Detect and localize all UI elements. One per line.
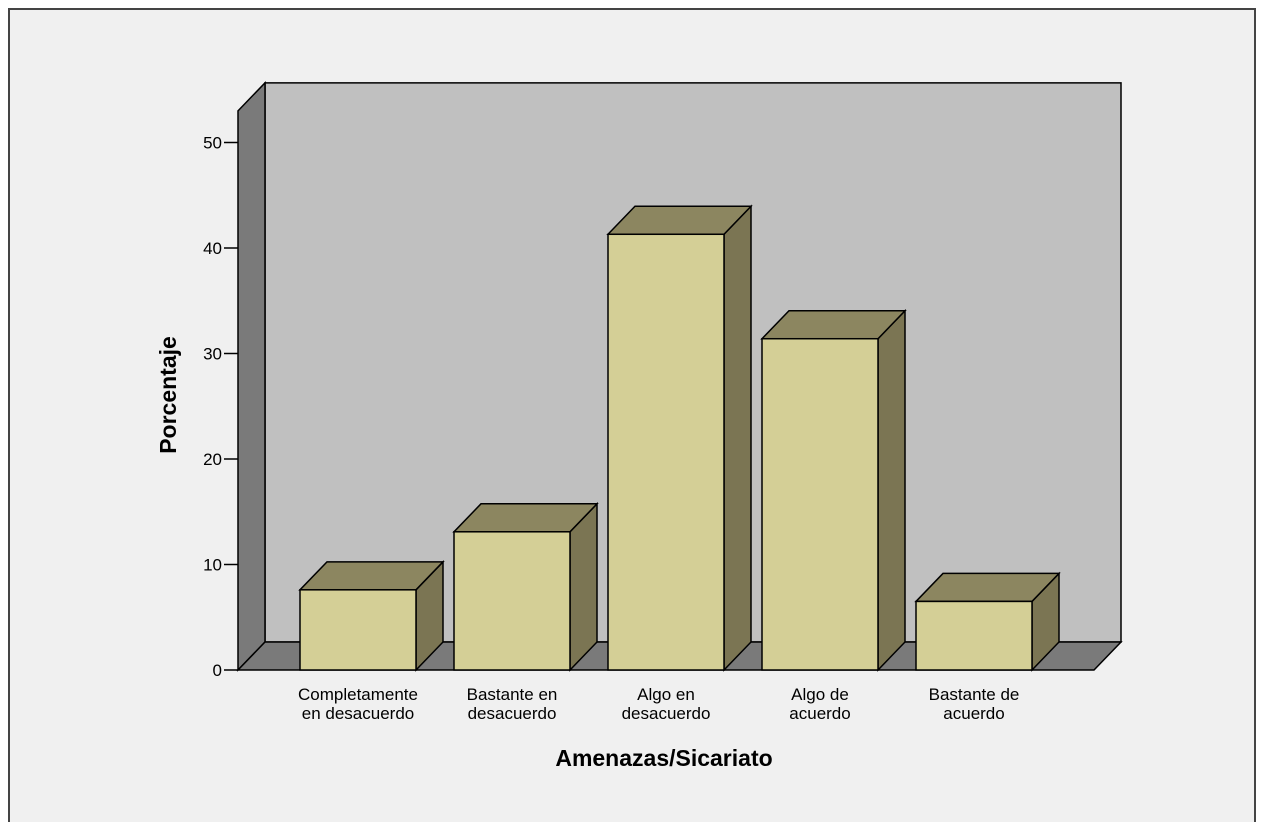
bar bbox=[452, 501, 599, 672]
y-tick-label: 20 bbox=[203, 450, 222, 469]
y-tick-label: 30 bbox=[203, 345, 222, 364]
bar-front bbox=[299, 589, 417, 671]
x-category-label: Algo en desacuerdo bbox=[622, 685, 711, 723]
y-tick-label: 10 bbox=[203, 556, 222, 575]
y-tick-label: 40 bbox=[203, 239, 222, 258]
x-category-label-line: acuerdo bbox=[943, 704, 1004, 723]
x-category-label: Bastante de acuerdo bbox=[929, 685, 1020, 723]
x-category-label-line: Algo de bbox=[791, 685, 849, 704]
bar-front bbox=[915, 600, 1033, 671]
bar bbox=[914, 571, 1061, 672]
x-category-label-line: Bastante de bbox=[929, 685, 1020, 704]
x-category-label: Bastante en desacuerdo bbox=[467, 685, 558, 723]
x-category-label-line: en desacuerdo bbox=[302, 704, 414, 723]
bar-front bbox=[761, 337, 879, 671]
bar bbox=[606, 204, 753, 672]
x-category-label-line: Completamente bbox=[298, 685, 418, 704]
x-category-label: Completamente en desacuerdo bbox=[298, 685, 418, 723]
y-axis: 0 10 20 30 40 50 bbox=[203, 134, 238, 680]
bar-front bbox=[453, 531, 571, 671]
bars-group bbox=[298, 204, 1061, 672]
side-wall bbox=[237, 80, 266, 672]
x-category-label: Algo de acuerdo bbox=[789, 685, 850, 723]
bar-side bbox=[569, 501, 598, 672]
bar bbox=[760, 308, 907, 672]
x-category-label-line: desacuerdo bbox=[468, 704, 557, 723]
bar bbox=[298, 559, 445, 672]
x-category-label-line: acuerdo bbox=[789, 704, 850, 723]
y-tick-label: 50 bbox=[203, 134, 222, 153]
y-tick-label: 0 bbox=[213, 661, 222, 680]
y-axis-title: Porcentaje bbox=[155, 336, 181, 454]
x-category-label-line: Bastante en bbox=[467, 685, 558, 704]
bar-side bbox=[877, 308, 906, 672]
x-category-label-line: Algo en bbox=[637, 685, 695, 704]
bar-front bbox=[607, 233, 725, 671]
bar-side bbox=[723, 204, 752, 672]
x-axis-title: Amenazas/Sicariato bbox=[555, 745, 772, 771]
x-category-label-line: desacuerdo bbox=[622, 704, 711, 723]
